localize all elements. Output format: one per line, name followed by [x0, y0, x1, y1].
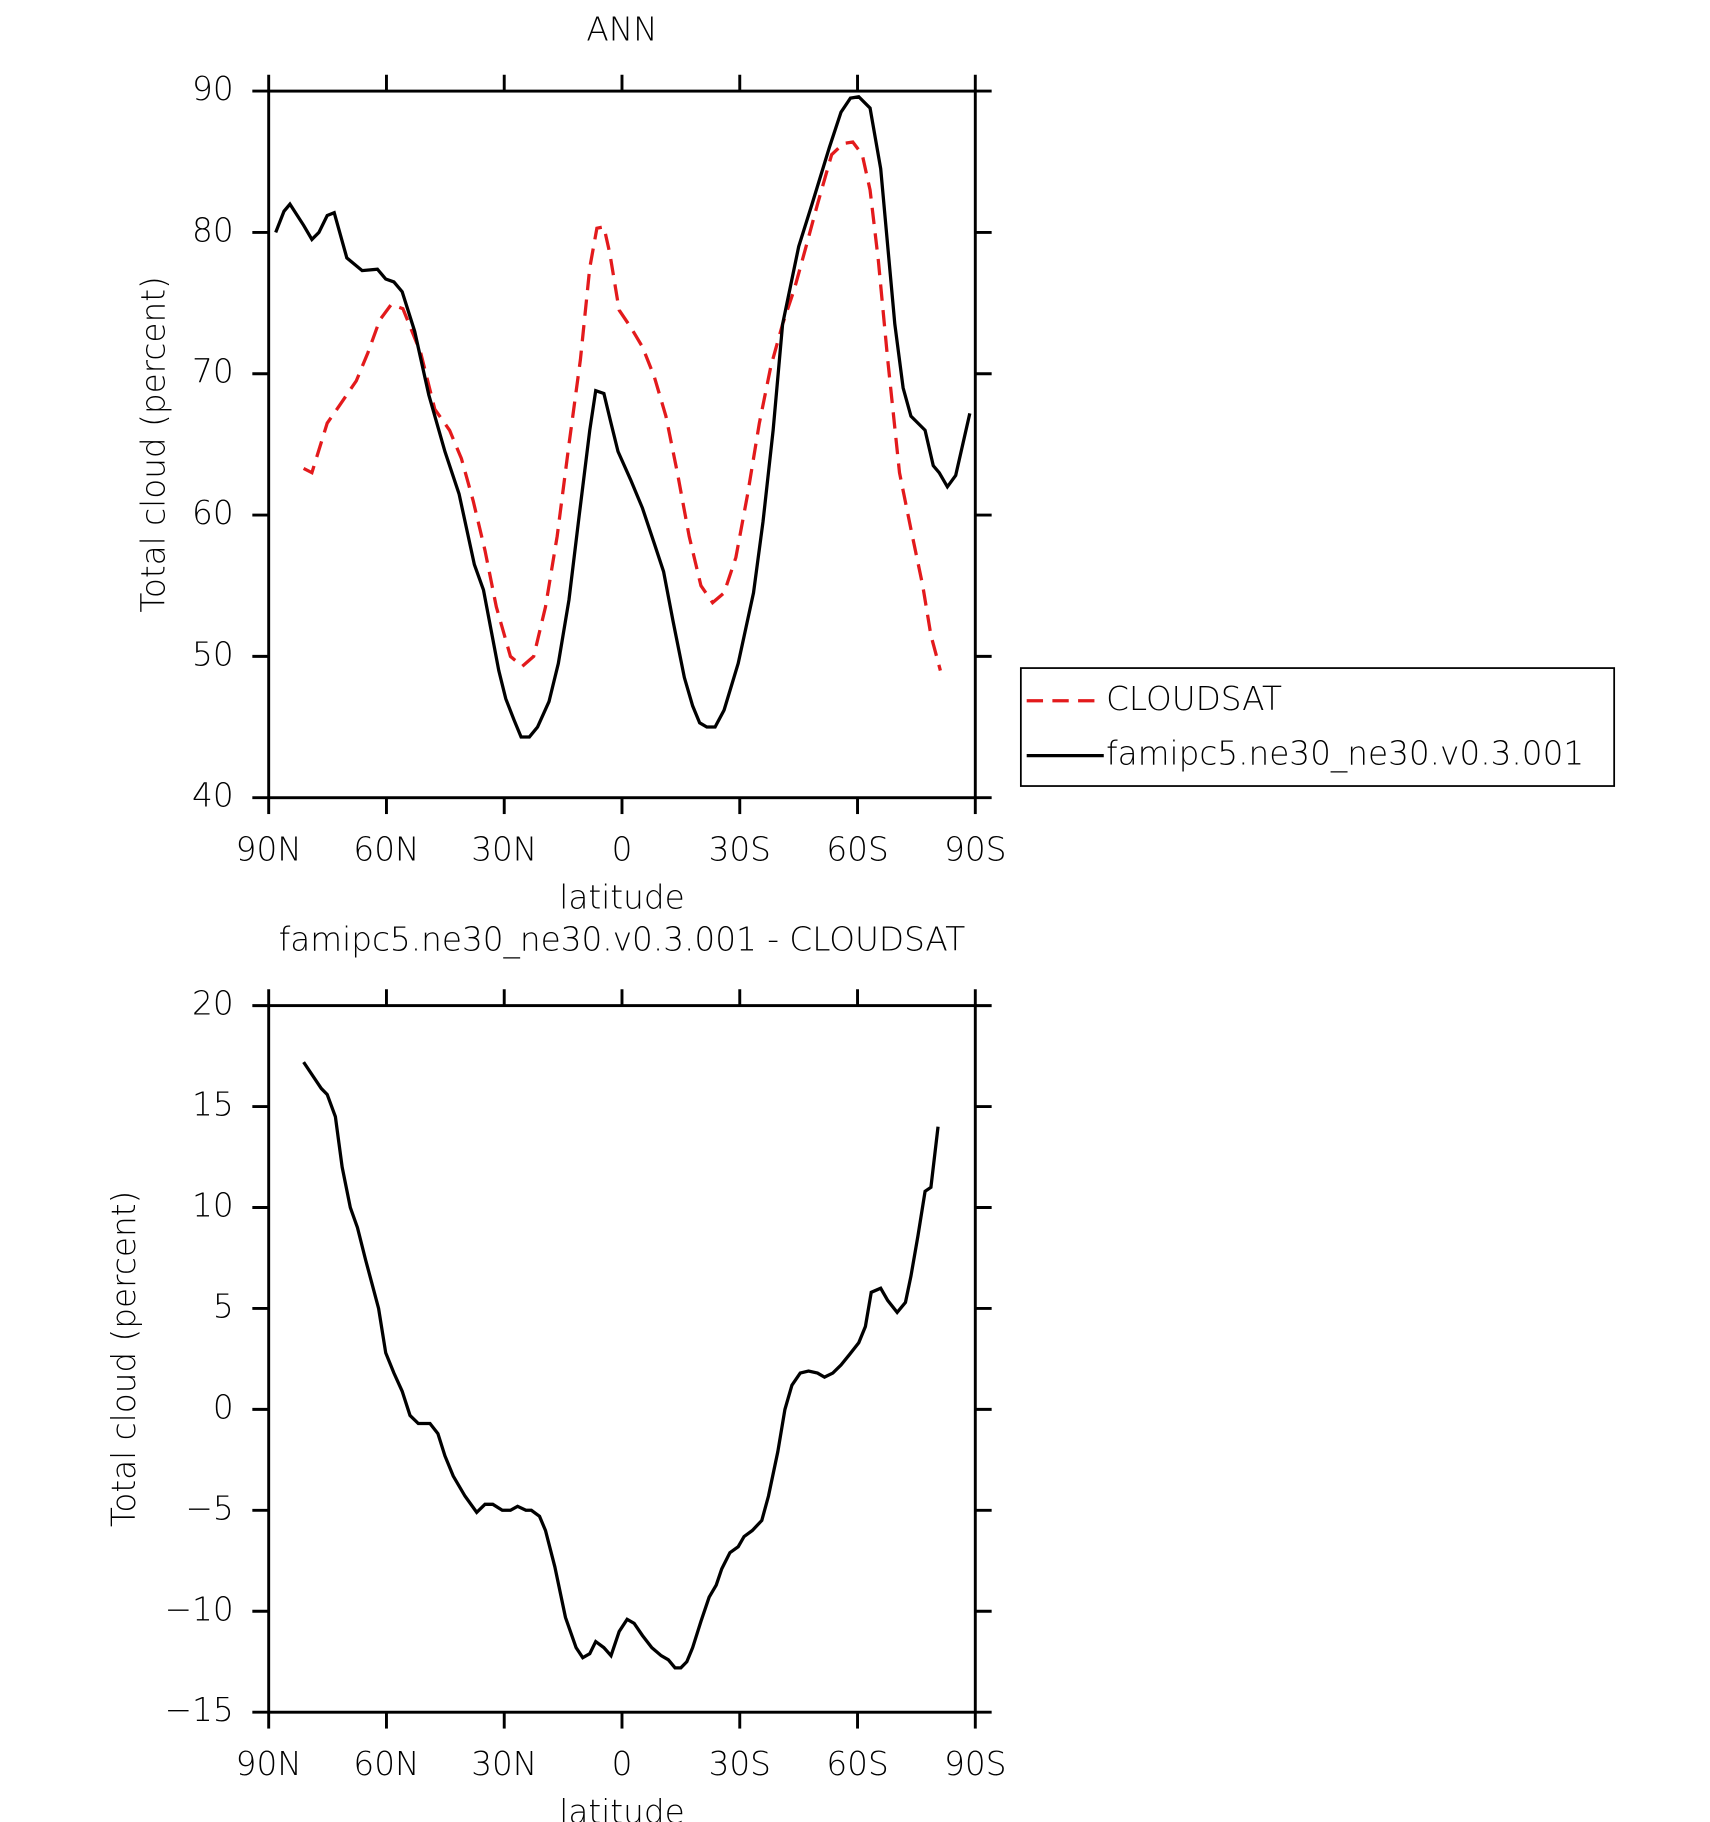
x-tick-label: 60N — [353, 1745, 419, 1783]
chart-title: ANN — [586, 11, 657, 49]
x-tick-label: 30S — [709, 830, 771, 868]
x-tick-label: 0 — [612, 830, 633, 868]
y-tick-label: 15 — [192, 1086, 234, 1124]
y-tick-label: 70 — [192, 353, 234, 391]
legend-label: CLOUDSAT — [1106, 680, 1282, 718]
y-tick-label: 10 — [192, 1186, 234, 1224]
x-tick-label: 90S — [944, 830, 1006, 868]
x-tick-label: 60N — [353, 830, 419, 868]
y-tick-label: −15 — [165, 1691, 234, 1729]
x-tick-label: 30N — [471, 830, 537, 868]
legend-box — [1019, 667, 1616, 787]
plot-frame — [267, 89, 977, 800]
data-line — [302, 1061, 940, 1670]
data-line — [274, 94, 972, 739]
legend-label: famipc5.ne30_ne30.v0.3.001 — [1106, 735, 1584, 773]
x-tick-label: 60S — [826, 830, 888, 868]
y-tick-label: 40 — [192, 777, 234, 815]
x-tick-label: 30N — [471, 1745, 537, 1783]
x-tick-label: 90S — [944, 1745, 1006, 1783]
data-line — [302, 140, 942, 671]
y-tick-label: 5 — [213, 1287, 234, 1325]
x-tick-label: 90N — [236, 1745, 302, 1783]
x-tick-label: 30S — [709, 1745, 771, 1783]
x-tick-label: 60S — [826, 1745, 888, 1783]
chart-title: famipc5.ne30_ne30.v0.3.001 - CLOUDSAT — [279, 920, 966, 958]
y-tick-label: 0 — [213, 1388, 234, 1426]
plot-frame — [267, 1004, 977, 1714]
x-axis-label: latitude — [559, 878, 684, 916]
x-tick-label: 0 — [612, 1745, 633, 1783]
y-tick-label: −10 — [165, 1590, 234, 1628]
y-tick-label: −5 — [185, 1489, 233, 1527]
x-tick-label: 90N — [236, 830, 302, 868]
y-tick-label: 90 — [192, 70, 234, 108]
y-tick-label: 20 — [192, 985, 234, 1023]
y-tick-label: 80 — [192, 211, 234, 249]
y-axis-label: Total cloud (percent) — [134, 276, 172, 612]
y-tick-label: 60 — [192, 494, 234, 532]
y-tick-label: 50 — [192, 635, 234, 673]
x-axis-label: latitude — [559, 1793, 684, 1822]
y-axis-label: Total cloud (percent) — [105, 1191, 143, 1527]
